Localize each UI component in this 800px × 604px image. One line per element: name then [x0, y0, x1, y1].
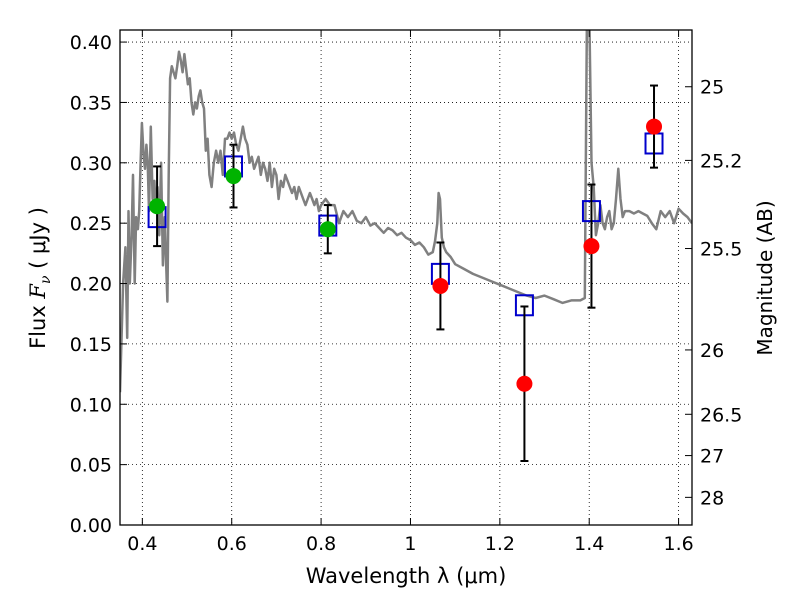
observed-data-point [516, 375, 533, 392]
y-tick-label: 0.40 [70, 32, 112, 54]
observed-data-point [646, 118, 663, 135]
observed-data-point [319, 221, 336, 238]
observed-data-point [149, 198, 166, 215]
plot-frame [119, 29, 693, 526]
observed-data-point [225, 168, 242, 185]
x-tick-label: 1.2 [485, 533, 515, 555]
y2-tick-label: 25 [700, 77, 724, 99]
data-layer [120, 30, 692, 463]
x-tick-label: 0.8 [306, 533, 336, 555]
y2-tick-label: 27 [700, 446, 724, 468]
y2-tick-label: 25.5 [700, 239, 742, 261]
x-tick-label: 1.4 [574, 533, 604, 555]
x-tick-label: 1.6 [663, 533, 693, 555]
axes-layer: 0.4 0.6 0.8 1 1.2 1.4 1.6 0.00 0.05 0.10 0.15 0.20 0… [70, 30, 742, 555]
y-tick-label: 0.20 [70, 274, 112, 296]
y-tick-label: 0.00 [70, 515, 112, 537]
y-axis-label: Flux Fν ( μJy ) [26, 207, 54, 349]
y-tick-label: 0.30 [70, 153, 112, 175]
y-tick-label: 0.05 [70, 455, 112, 477]
y2-axis-label: Magnitude (AB) [753, 200, 777, 355]
x-axis-label: Wavelength λ (μm) [306, 564, 507, 588]
x-tick-label: 0.6 [217, 533, 247, 555]
y-tick-label: 0.25 [70, 213, 112, 235]
grid-layer [120, 30, 692, 526]
observed-data-point [432, 277, 449, 294]
y2-tick-label: 25.2 [700, 150, 742, 172]
y2-tick-label: 28 [700, 487, 724, 509]
y2-tick-label: 26.5 [700, 404, 742, 426]
model-spectrum-line [120, 30, 692, 393]
y-tick-label: 0.15 [70, 334, 112, 356]
x-tick-label: 0.4 [127, 533, 157, 555]
observed-data-point [583, 238, 600, 255]
x-tick-label: 1 [404, 533, 416, 555]
y-tick-label: 0.35 [70, 92, 112, 114]
y2-tick-label: 26 [700, 340, 724, 362]
y-tick-label: 0.10 [70, 394, 112, 416]
